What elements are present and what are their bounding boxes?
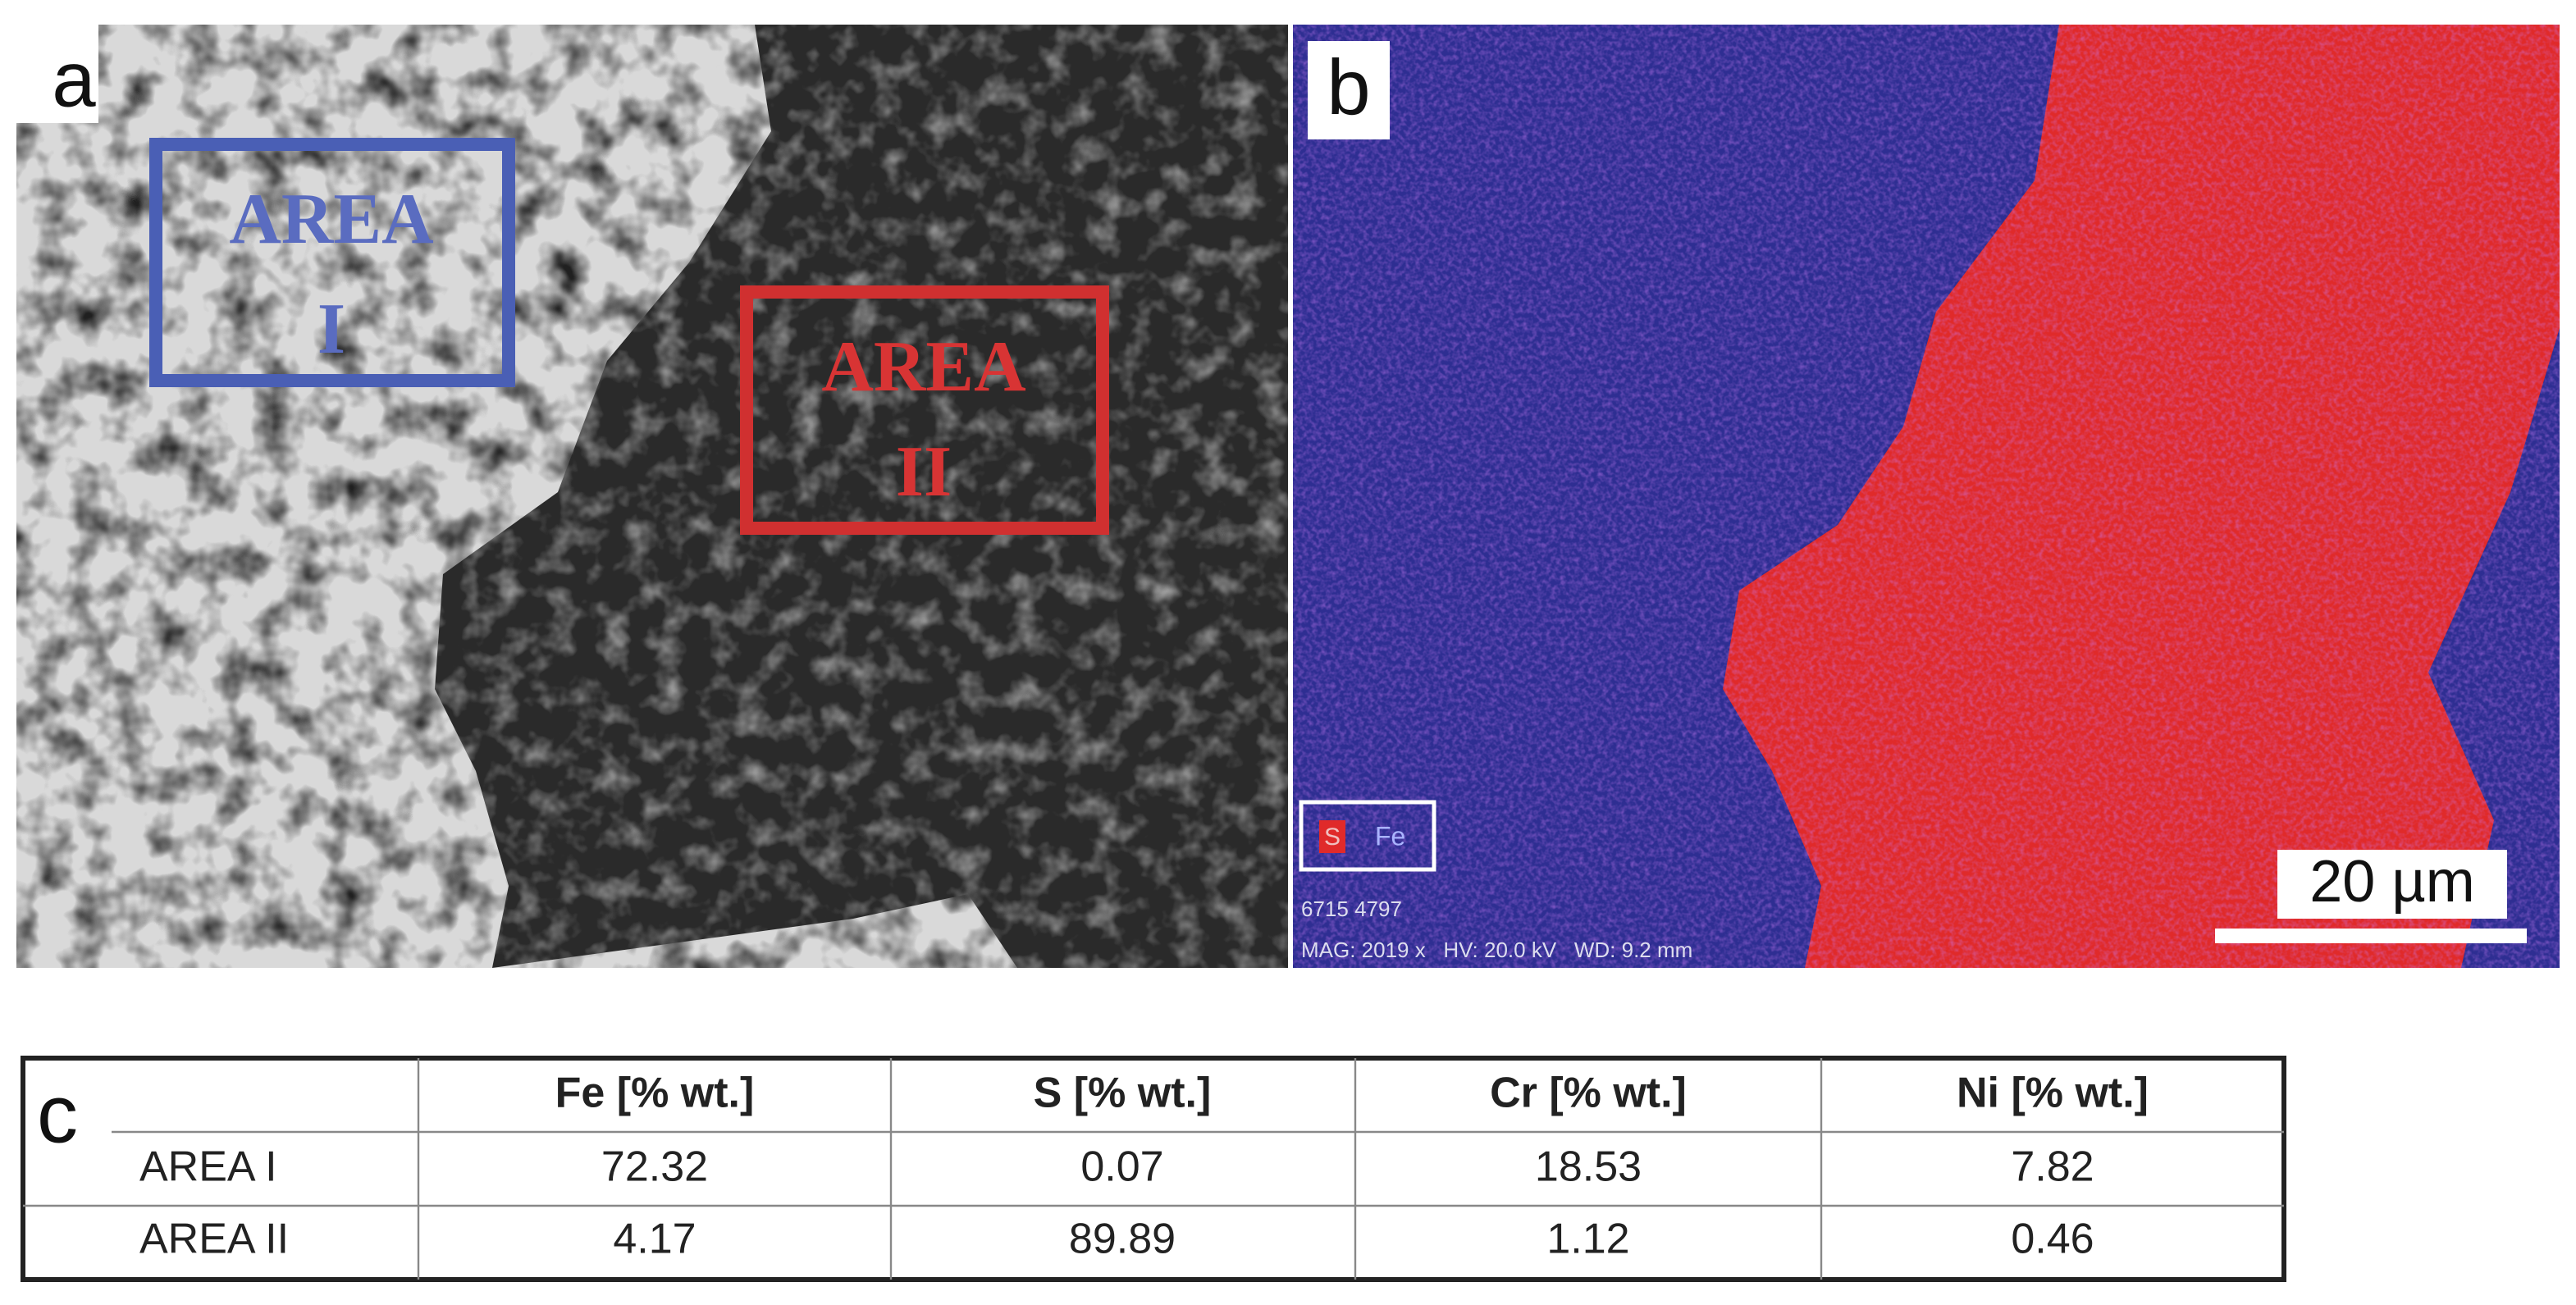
label-box bbox=[1308, 41, 1390, 139]
area-box bbox=[149, 138, 515, 387]
panel-label: c bbox=[37, 1068, 78, 1160]
column-header: Ni [% wt.] bbox=[1957, 1070, 2149, 1117]
eds-map: b S Fe 6715 4797 MAG: 2019 x HV: 20.0 kV… bbox=[1293, 25, 2560, 968]
scale-label: 20 µm bbox=[2309, 849, 2475, 915]
area-label: AREA bbox=[229, 180, 433, 259]
map-noise bbox=[1293, 25, 2560, 968]
area-label: I bbox=[317, 290, 345, 369]
table-cell: 0.07 bbox=[1080, 1143, 1163, 1191]
table-cell: 7.82 bbox=[2011, 1143, 2094, 1191]
table: c Fe [% wt.] S [% wt.] Cr [% wt.] Ni [% wt.… bbox=[21, 1056, 2286, 1282]
table-cell: 72.32 bbox=[601, 1143, 708, 1191]
corrosion-texture bbox=[435, 25, 1288, 968]
legend-label: Fe bbox=[1375, 821, 1405, 851]
column-header: Fe [% wt.] bbox=[555, 1070, 755, 1117]
column-header: Cr [% wt.] bbox=[1490, 1070, 1687, 1117]
area-box bbox=[740, 285, 1109, 535]
label-box bbox=[16, 25, 98, 123]
table-cell: 89.89 bbox=[1069, 1216, 1176, 1263]
sem-image: a AREA I AREA II bbox=[16, 25, 1288, 968]
table-border bbox=[21, 1056, 2286, 1282]
legend-label: S bbox=[1324, 824, 1341, 851]
table-cell: 1.12 bbox=[1546, 1216, 1629, 1263]
area-label: AREA bbox=[821, 327, 1025, 407]
table-cell: 18.53 bbox=[1535, 1143, 1642, 1191]
area-label: II bbox=[896, 432, 952, 512]
legend-swatch bbox=[1319, 820, 1345, 853]
info-text: MAG: 2019 x HV: 20.0 kV WD: 9.2 mm bbox=[1301, 938, 1692, 962]
row-label: AREA II bbox=[139, 1216, 289, 1263]
row-label: AREA I bbox=[139, 1143, 277, 1191]
scale-bar bbox=[2215, 929, 2527, 943]
info-text: 6715 4797 bbox=[1301, 897, 1402, 921]
table-cell: 4.17 bbox=[613, 1216, 696, 1263]
legend-box bbox=[1299, 800, 1436, 872]
column-header: S [% wt.] bbox=[1034, 1070, 1212, 1117]
table-cell: 0.46 bbox=[2011, 1216, 2094, 1263]
panel-label: a bbox=[52, 35, 96, 123]
scale-label-box bbox=[2277, 850, 2507, 919]
panel-label: b bbox=[1327, 43, 1370, 131]
